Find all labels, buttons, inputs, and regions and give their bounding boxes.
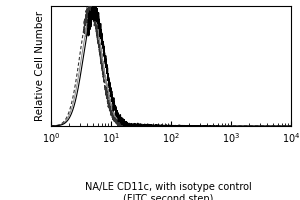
Text: NA/LE CD11c, with isotype control
(FITC second step): NA/LE CD11c, with isotype control (FITC … bbox=[85, 182, 251, 200]
Y-axis label: Relative Cell Number: Relative Cell Number bbox=[35, 11, 45, 121]
